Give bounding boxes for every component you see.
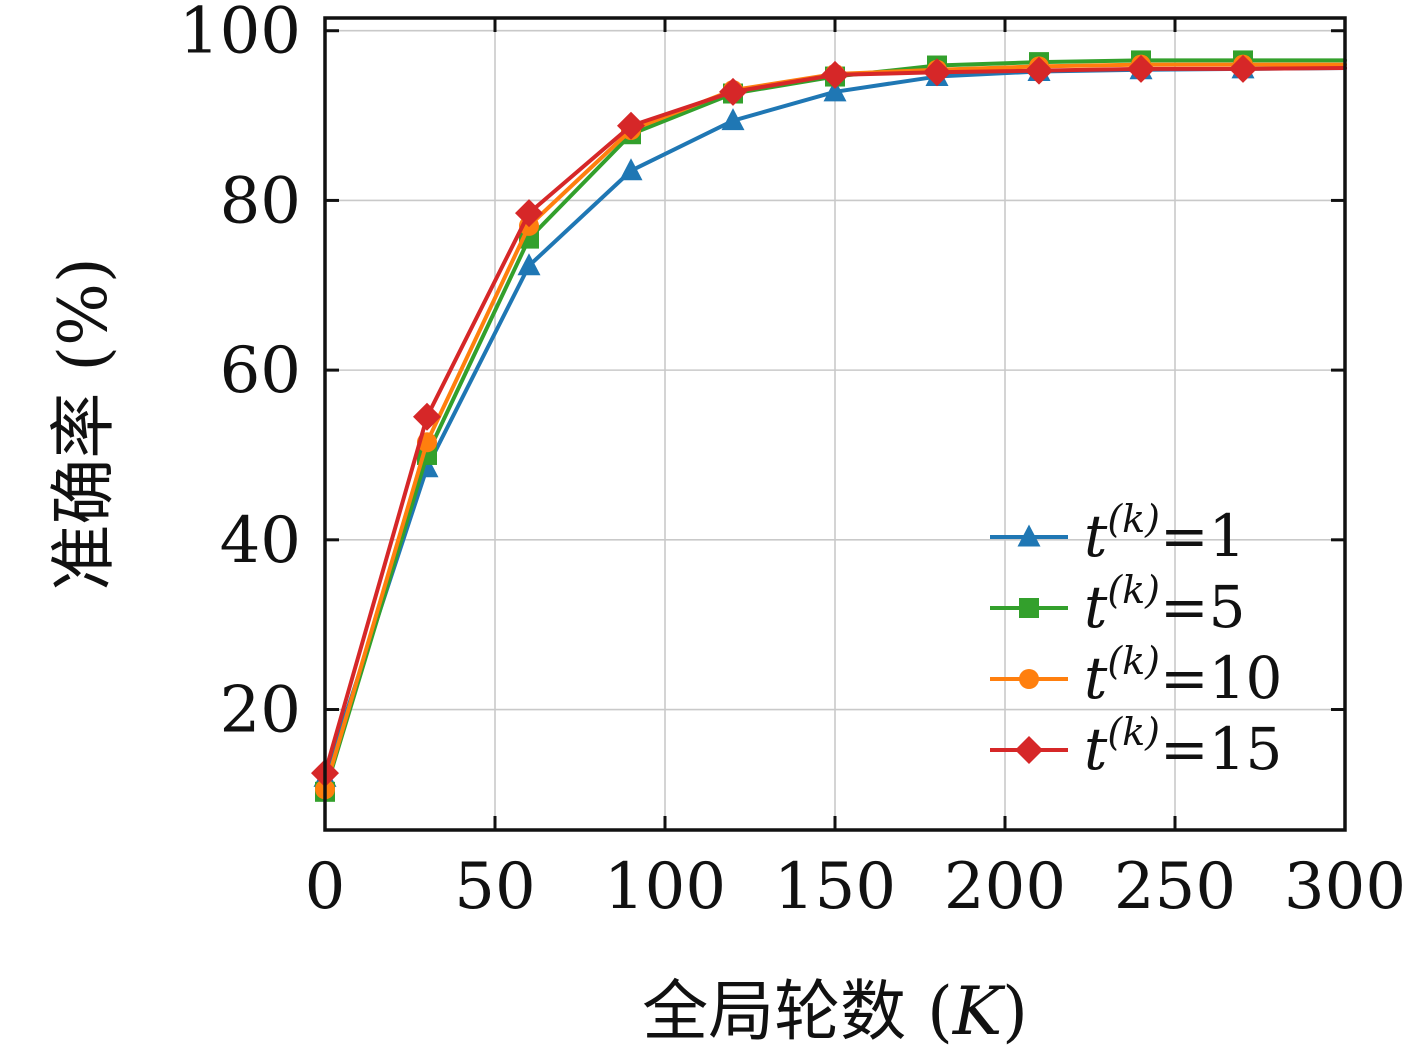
legend: t(k)=1t(k)=5t(k)=10t(k)=15 [990, 497, 1282, 783]
y-tick-labels: 20 40 60 80 100 [179, 0, 301, 748]
x-tick-label: 50 [454, 850, 535, 924]
x-tick-label: 150 [774, 850, 896, 924]
axes [323, 16, 1347, 832]
x-tick-labels: 0 50 100 150 200 250 300 [305, 850, 1406, 924]
x-tick-label: 250 [1114, 850, 1236, 924]
y-tick-label: 60 [220, 334, 301, 408]
x-tick-label: 0 [305, 850, 346, 924]
x-tick-label: 300 [1284, 850, 1406, 924]
y-axis-title: 准确率 (%) [30, 257, 126, 590]
x-axis-title-prefix: 全局轮数 ( [642, 973, 953, 1050]
x-axis-title-variable: K [952, 973, 1003, 1050]
y-tick-label: 20 [220, 674, 301, 748]
legend-label: t(k)=10 [1084, 639, 1282, 712]
y-axis-title-text: 准确率 (%) [45, 257, 122, 591]
legend-label: t(k)=5 [1084, 568, 1246, 641]
x-tick-label: 200 [944, 850, 1066, 924]
x-axis-title: 全局轮数 (K) [642, 958, 1028, 1051]
y-tick-label: 80 [220, 164, 301, 238]
legend-item: t(k)=5 [990, 568, 1246, 641]
x-axis-title-suffix: ) [1002, 973, 1028, 1050]
legend-item: t(k)=1 [990, 497, 1246, 570]
legend-item: t(k)=15 [990, 710, 1282, 783]
legend-label: t(k)=1 [1084, 497, 1246, 570]
y-tick-label: 40 [220, 504, 301, 578]
series-t-k-15 [311, 54, 1347, 788]
legend-label: t(k)=15 [1084, 710, 1282, 783]
legend-item: t(k)=10 [990, 639, 1282, 712]
y-tick-label: 100 [179, 0, 301, 69]
x-tick-label: 100 [604, 850, 726, 924]
